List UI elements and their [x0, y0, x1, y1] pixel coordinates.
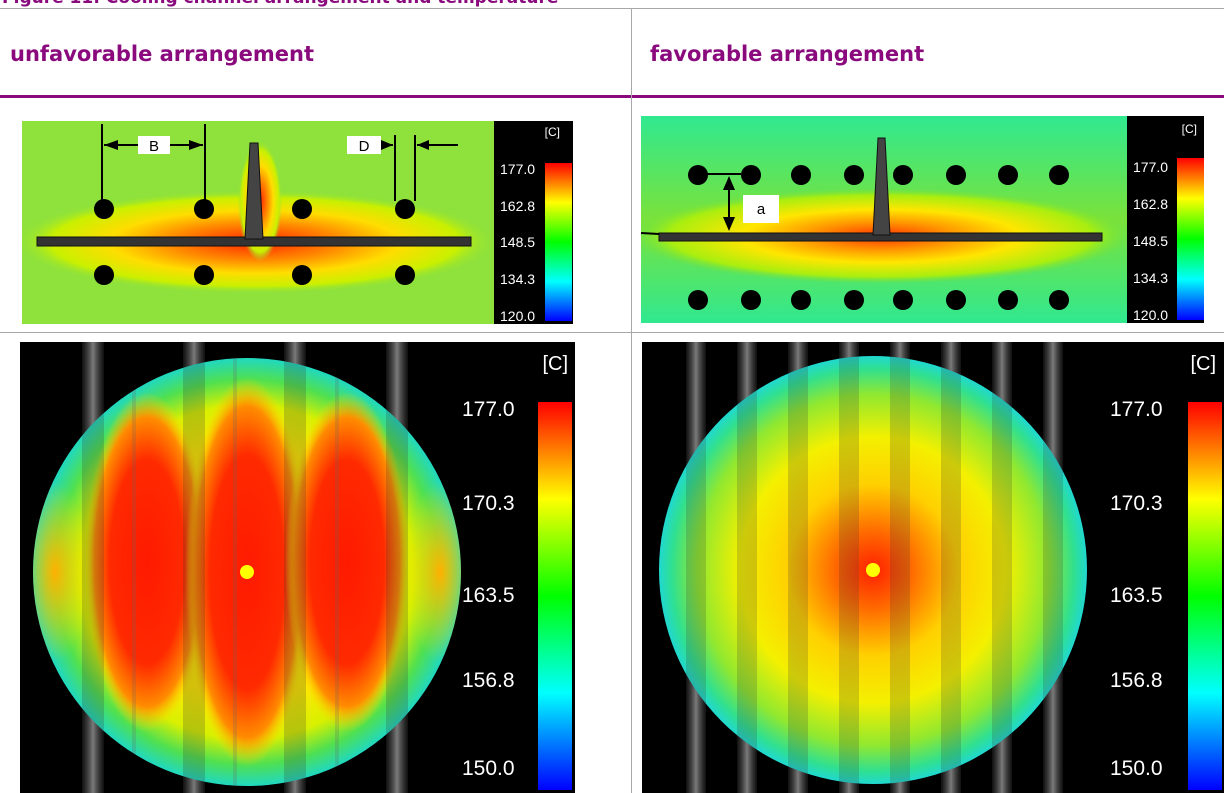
label-b: B	[149, 138, 159, 155]
column-divider	[631, 8, 632, 793]
figure-caption: Figure 11: Cooling channel arrangement a…	[2, 0, 558, 8]
injection-point	[866, 563, 880, 577]
scale-label: 150.0	[462, 757, 515, 780]
cooling-channel	[946, 165, 966, 185]
scale-label: 177.0	[1110, 398, 1163, 421]
scale-label: 134.3	[1133, 270, 1168, 286]
scale-label: 163.5	[462, 584, 515, 607]
cooling-channel	[292, 265, 312, 285]
scale-label: 177.0	[1133, 159, 1168, 175]
cooling-channel	[844, 165, 864, 185]
cross-section-favorable: a [C] 177.0 162.8 148.5 134.3 120.0	[641, 116, 1204, 323]
top-view-favorable: [C] 177.0 170.3 163.5 156.8 150.0	[642, 342, 1224, 793]
arrow-head	[417, 140, 429, 150]
scale-label: 150.0	[1110, 757, 1163, 780]
header-rule	[0, 95, 1224, 98]
cooling-channel	[998, 290, 1018, 310]
cooling-channel	[946, 290, 966, 310]
cooling-channel	[1049, 165, 1069, 185]
scale-label: 170.3	[462, 492, 515, 515]
label-a: a	[757, 201, 766, 218]
cooling-channel	[741, 290, 761, 310]
scale-bar	[1188, 402, 1222, 790]
hot-zone	[285, 392, 409, 732]
scale-bar	[538, 402, 572, 790]
arrow-head	[189, 140, 203, 150]
cooling-channel	[893, 290, 913, 310]
scale-label: 156.8	[462, 669, 515, 692]
scale-unit: [C]	[545, 125, 560, 139]
cooling-channel	[1049, 290, 1069, 310]
scale-label: 177.0	[462, 398, 515, 421]
cooling-channel	[194, 199, 214, 219]
scale-unit: [C]	[1190, 353, 1216, 375]
cooling-channel	[998, 165, 1018, 185]
figure-caption-strip: Figure 11: Cooling channel arrangement a…	[0, 0, 1224, 8]
label-d: D	[359, 138, 370, 155]
scale-label: 163.5	[1110, 584, 1163, 607]
column-heading-favorable: favorable arrangement	[650, 42, 925, 66]
scale-label: 148.5	[500, 234, 535, 250]
cooling-channels	[94, 199, 415, 285]
cooling-channel	[893, 165, 913, 185]
scale-label: 120.0	[500, 308, 535, 324]
label-box-a	[743, 195, 779, 223]
scale-bar	[545, 163, 572, 321]
arrow-head	[104, 140, 118, 150]
scale-unit: [C]	[542, 353, 568, 375]
scale-bar	[1177, 158, 1204, 320]
column-heading-unfavorable: unfavorable arrangement	[10, 42, 315, 66]
cooling-channel	[791, 290, 811, 310]
cooling-channel	[94, 199, 114, 219]
top-view-unfavorable: [C] 177.0 170.3 163.5 156.8 150.0	[20, 342, 575, 793]
cooling-channel	[395, 265, 415, 285]
cooling-channel	[194, 265, 214, 285]
part-rib	[872, 137, 891, 236]
cooling-channels	[688, 165, 1069, 310]
cross-section-unfavorable: B D [C] 177.0 162.8 148.5 134.3 120.0	[22, 121, 573, 324]
cooling-channel	[844, 290, 864, 310]
scale-label: 134.3	[500, 271, 535, 287]
label-box-d	[347, 136, 381, 154]
scale-label: 156.8	[1110, 669, 1163, 692]
row-divider	[0, 332, 1224, 333]
cooling-channel	[741, 165, 761, 185]
injection-point	[240, 565, 254, 579]
cooling-channel	[688, 290, 708, 310]
scale-label: 170.3	[1110, 492, 1163, 515]
label-box-b	[138, 136, 170, 154]
scale-label: 120.0	[1133, 307, 1168, 323]
arrow-head	[723, 217, 735, 231]
arrow-head	[381, 140, 393, 150]
cooling-channel	[791, 165, 811, 185]
scale-label: 162.8	[1133, 196, 1168, 212]
cooling-channel	[395, 199, 415, 219]
scale-label: 162.8	[500, 198, 535, 214]
arrow-head	[723, 176, 735, 190]
scale-label: 177.0	[500, 161, 535, 177]
cooling-channel	[688, 165, 708, 185]
scale-unit: [C]	[1182, 122, 1197, 136]
cooling-channel	[94, 265, 114, 285]
cooling-channel	[292, 199, 312, 219]
scale-label: 148.5	[1133, 233, 1168, 249]
hot-zone	[85, 392, 209, 732]
part-rib	[244, 142, 264, 240]
top-rule	[0, 8, 1224, 9]
